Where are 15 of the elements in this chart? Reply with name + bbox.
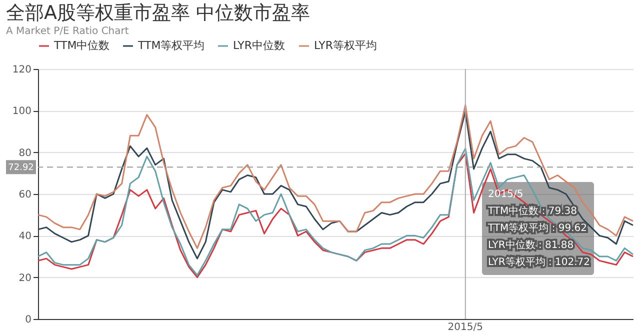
annotation: TTM中位数 : 79.38	[487, 205, 578, 217]
y-tick-label: 0	[25, 314, 32, 326]
y-tick-label: 100	[12, 106, 32, 118]
legend-label: LYR等权平均	[314, 39, 378, 52]
y-tick-label: 60	[18, 190, 32, 200]
chart-title: 全部A股等权重市盈率 中位数市盈率	[6, 2, 310, 24]
y-tick-label: 120	[12, 64, 32, 76]
legend-label: LYR中位数	[233, 39, 286, 52]
y-tick-label: 20	[18, 272, 32, 284]
legend-label: TTM中位数	[53, 39, 110, 52]
y-tick-label: 80	[18, 148, 32, 159]
ref-line-label: 72.92	[8, 163, 34, 174]
legend-label: TTM等权平均	[137, 39, 205, 52]
y-tick-label: 40	[18, 231, 32, 242]
chart-subtitle: A Market P/E Ratio Chart	[6, 26, 129, 37]
